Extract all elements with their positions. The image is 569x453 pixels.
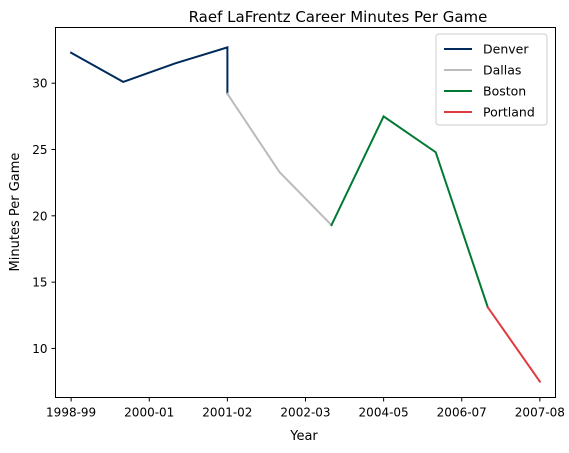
legend-label-boston: Boston — [483, 84, 526, 99]
legend-label-portland: Portland — [483, 105, 535, 120]
legend-label-dallas: Dallas — [483, 63, 521, 78]
x-tick-label: 2007-08 — [515, 406, 565, 420]
x-axis-label: Year — [289, 429, 318, 444]
x-tick-label: 2002-03 — [280, 406, 330, 420]
x-tick-label: 2006-07 — [437, 406, 487, 420]
y-tick-label: 30 — [32, 77, 47, 91]
legend-label-denver: Denver — [483, 42, 529, 57]
y-tick-label: 10 — [32, 342, 47, 356]
x-tick-label: 1998-99 — [46, 406, 96, 420]
y-axis-label: Minutes Per Game — [8, 153, 23, 272]
legend: Denver Dallas Boston Portland — [435, 33, 548, 126]
series-line-portland — [486, 305, 542, 383]
y-tick-label: 25 — [32, 143, 47, 157]
legend-box — [435, 33, 548, 126]
series-line-dallas — [226, 92, 333, 227]
y-tick-label: 15 — [32, 276, 47, 290]
series-line-denver — [69, 46, 229, 95]
x-tick-label: 2000-01 — [124, 406, 174, 420]
y-axis: 10 15 20 25 30 — [32, 77, 56, 356]
x-axis: 1998-99 2000-01 2001-02 2002-03 2004-05 2006-… — [46, 397, 565, 420]
series-line-boston — [330, 114, 490, 309]
chart-title: Raef LaFrentz Career Minutes Per Game — [189, 8, 488, 26]
x-tick-label: 2004-05 — [359, 406, 409, 420]
y-tick-label: 20 — [32, 209, 47, 223]
plot-lines — [69, 46, 542, 383]
x-tick-label: 2001-02 — [202, 406, 252, 420]
